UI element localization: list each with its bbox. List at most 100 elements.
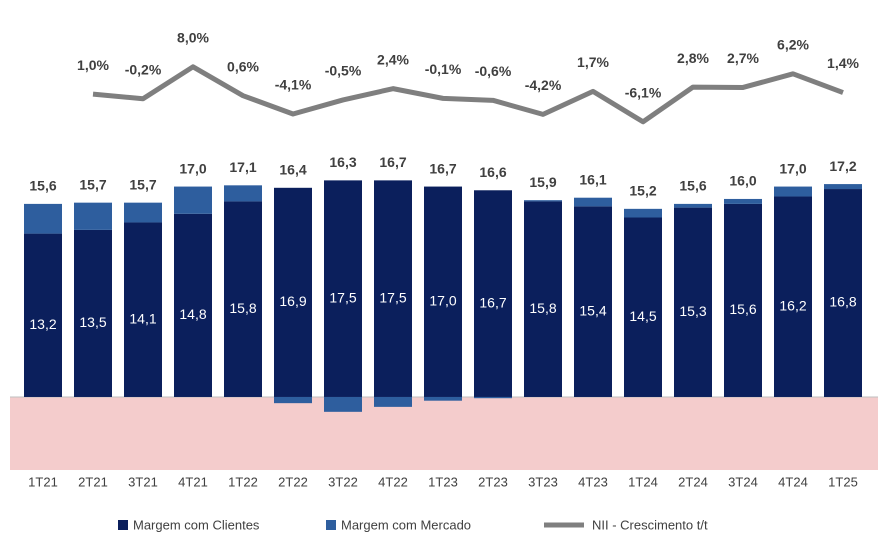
legend-swatch — [326, 520, 336, 530]
bar-clientes — [824, 189, 862, 397]
bar-clientes — [374, 180, 412, 397]
total-label: 15,7 — [79, 176, 106, 192]
line-label: 2,4% — [377, 51, 409, 67]
value-label: 14,5 — [629, 308, 656, 324]
line-label: 1,0% — [77, 57, 109, 73]
bar-mercado — [574, 197, 612, 207]
bar-clientes — [424, 186, 462, 397]
bar-clientes — [224, 201, 262, 397]
bar-clientes — [674, 207, 712, 397]
line-label: 1,4% — [827, 55, 859, 71]
legend-label: Margem com Mercado — [341, 517, 471, 532]
value-label: 16,9 — [279, 293, 306, 309]
line-label: 6,2% — [777, 37, 809, 53]
bar-clientes — [574, 206, 612, 397]
value-label: 16,2 — [779, 297, 806, 313]
value-label: 15,8 — [529, 300, 556, 316]
bar-mercado — [424, 396, 462, 401]
line-label: -0,2% — [125, 61, 162, 77]
x-tick-label: 4T23 — [578, 474, 608, 489]
x-tick-label: 1T23 — [428, 474, 458, 489]
total-label: 16,1 — [579, 171, 606, 187]
total-label: 16,6 — [479, 164, 506, 180]
bar-clientes — [74, 229, 112, 397]
line-label: 2,7% — [727, 50, 759, 66]
line-label: -0,5% — [325, 63, 362, 79]
bar-mercado — [674, 203, 712, 208]
bar-clientes — [24, 233, 62, 397]
x-tick-label: 3T22 — [328, 474, 358, 489]
line-label: -4,1% — [275, 77, 312, 93]
bar-clientes — [174, 213, 212, 397]
value-label: 15,3 — [679, 303, 706, 319]
line-label: 8,0% — [177, 30, 209, 46]
bar-mercado — [724, 198, 762, 204]
total-label: 16,4 — [279, 162, 306, 178]
line-label: 1,7% — [577, 54, 609, 70]
legend-label: Margem com Clientes — [133, 517, 260, 532]
x-tick-label: 2T24 — [678, 474, 708, 489]
bar-clientes — [724, 203, 762, 397]
line-label: 2,8% — [677, 50, 709, 66]
total-label: 15,7 — [129, 176, 156, 192]
bar-clientes — [324, 180, 362, 397]
bar-clientes — [524, 201, 562, 397]
bar-mercado — [24, 203, 62, 234]
total-label: 16,7 — [429, 160, 456, 176]
bar-mercado — [624, 208, 662, 218]
x-tick-label: 3T23 — [528, 474, 558, 489]
x-tick-label: 2T23 — [478, 474, 508, 489]
x-tick-label: 4T24 — [778, 474, 808, 489]
x-tick-label: 1T24 — [628, 474, 658, 489]
bar-clientes — [624, 217, 662, 397]
total-label: 17,1 — [229, 159, 256, 175]
value-label: 13,2 — [29, 316, 56, 332]
bar-mercado — [324, 396, 362, 412]
bar-mercado — [224, 185, 262, 202]
total-label: 15,2 — [629, 183, 656, 199]
total-label: 17,0 — [179, 160, 206, 176]
line-label: -6,1% — [625, 84, 662, 100]
bar-mercado — [824, 184, 862, 190]
value-label: 17,5 — [329, 289, 356, 305]
line-label: 0,6% — [227, 58, 259, 74]
x-tick-label: 1T25 — [828, 474, 858, 489]
line-label: -4,2% — [525, 77, 562, 93]
value-label: 14,1 — [129, 310, 156, 326]
bar-mercado — [374, 396, 412, 407]
total-label: 17,2 — [829, 158, 856, 174]
total-label: 15,6 — [679, 178, 706, 194]
negative-band — [10, 396, 878, 470]
value-label: 15,4 — [579, 302, 606, 318]
bar-mercado — [524, 200, 562, 202]
value-label: 14,8 — [179, 306, 206, 322]
value-label: 17,5 — [379, 289, 406, 305]
bar-mercado — [74, 202, 112, 230]
x-tick-label: 4T21 — [178, 474, 208, 489]
bar-mercado — [774, 186, 812, 197]
bar-clientes — [274, 187, 312, 397]
total-label: 15,6 — [29, 178, 56, 194]
bar-mercado — [274, 396, 312, 404]
line — [92, 64, 844, 125]
x-tick-label: 3T24 — [728, 474, 758, 489]
x-tick-label: 4T22 — [378, 474, 408, 489]
x-tick-label: 2T22 — [278, 474, 308, 489]
total-label: 17,0 — [779, 160, 806, 176]
value-label: 15,6 — [729, 301, 756, 317]
bar-mercado — [174, 186, 212, 214]
total-label: 16,0 — [729, 173, 756, 189]
x-tick-label: 1T22 — [228, 474, 258, 489]
total-label: 16,7 — [379, 154, 406, 170]
x-tick-label: 2T21 — [78, 474, 108, 489]
x-tick-label: 3T21 — [128, 474, 158, 489]
legend-swatch — [118, 520, 128, 530]
bar-mercado — [474, 396, 512, 399]
total-label: 15,9 — [529, 174, 556, 190]
bar-clientes — [124, 222, 162, 397]
bar-mercado — [124, 202, 162, 223]
value-label: 16,7 — [479, 294, 506, 310]
value-label: 16,8 — [829, 294, 856, 310]
bar-clientes — [774, 196, 812, 397]
